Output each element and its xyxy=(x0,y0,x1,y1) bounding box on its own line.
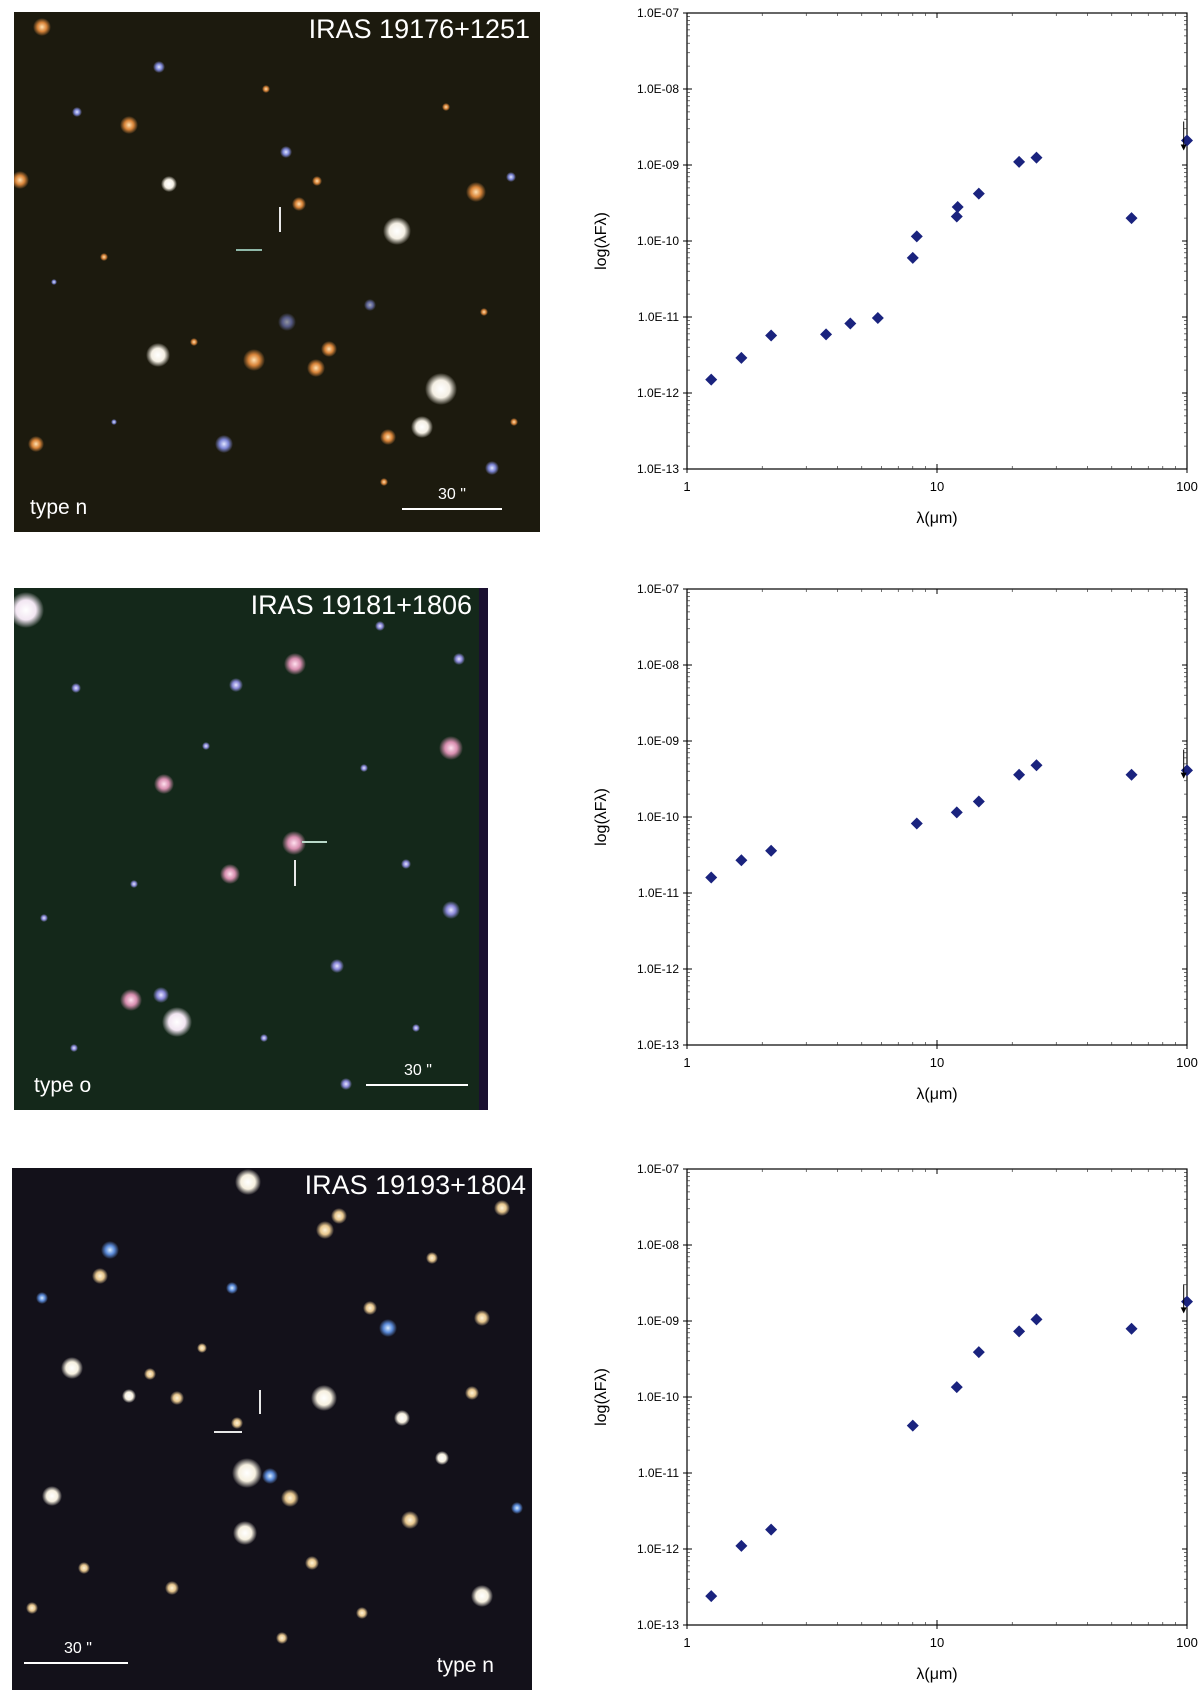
upper-limit-arrowhead xyxy=(1180,1307,1187,1314)
sed-panel-2: IRAS 19181+1806 type o 30 " 1.0E-13 1.0E-… xyxy=(0,576,1200,1116)
plot-frame xyxy=(686,1168,1188,1626)
x-tick-label: 100 xyxy=(1176,479,1198,494)
data-point xyxy=(972,1346,985,1359)
y-tick-label: 1.0E-08 xyxy=(637,1238,679,1252)
data-point xyxy=(1125,768,1138,781)
y-tick-label: 1.0E-13 xyxy=(637,1038,679,1052)
sky-image-2: IRAS 19181+1806 type o 30 " xyxy=(14,588,488,1110)
y-tick-label: 1.0E-13 xyxy=(637,462,679,476)
scale-bar-1: 30 " xyxy=(402,486,502,520)
data-point xyxy=(1013,768,1026,781)
image-type-label-3: type n xyxy=(436,1654,494,1677)
data-point xyxy=(705,1590,718,1603)
data-point xyxy=(1030,759,1043,772)
y-tick-label: 1.0E-07 xyxy=(637,1162,679,1176)
data-point xyxy=(820,328,833,341)
data-point xyxy=(1013,155,1026,168)
sed-chart-2: 1.0E-13 1.0E-12 1.0E-11 1.0E-10 1.0E-09 1.0E-… xyxy=(593,582,1198,1103)
sed-panel-3: IRAS 19193+1804 type n 30 " 1.0E-13 1.0E-… xyxy=(0,1156,1200,1696)
data-point xyxy=(705,373,718,386)
y-tick-label: 1.0E-11 xyxy=(638,886,679,900)
y-axis-label: log(λFλ) xyxy=(593,1368,610,1426)
sky-image-3: IRAS 19193+1804 type n 30 " xyxy=(12,1168,532,1690)
starfield-3 xyxy=(12,1168,532,1690)
data-point xyxy=(910,230,923,243)
x-tick-label: 10 xyxy=(930,1635,944,1650)
data-point xyxy=(765,844,778,857)
y-tick-label: 1.0E-12 xyxy=(637,386,679,400)
x-tick-label: 1 xyxy=(683,1635,690,1650)
plot-frame xyxy=(686,588,1188,1046)
y-tick-label: 1.0E-07 xyxy=(637,582,679,596)
data-point xyxy=(705,871,718,884)
y-tick-label: 1.0E-07 xyxy=(637,6,679,20)
image-type-label-1: type n xyxy=(30,496,88,519)
x-tick-label: 10 xyxy=(930,479,944,494)
y-tick-label: 1.0E-09 xyxy=(637,158,679,172)
data-point xyxy=(1181,1295,1193,1308)
y-tick-label: 1.0E-09 xyxy=(637,734,679,748)
scale-bar-2: 30 " xyxy=(366,1062,468,1096)
x-tick-label: 100 xyxy=(1176,1635,1198,1650)
data-point xyxy=(910,817,923,830)
data-point xyxy=(1125,1322,1138,1335)
x-tick-label: 10 xyxy=(930,1055,944,1070)
data-point xyxy=(735,1539,748,1552)
data-point xyxy=(1030,1313,1043,1326)
y-axis-label: log(λFλ) xyxy=(593,788,610,846)
data-point xyxy=(972,795,985,808)
data-point xyxy=(735,351,748,364)
sky-image-1: IRAS 19176+1251 type n 30 " xyxy=(14,12,540,532)
data-point xyxy=(765,329,778,342)
sed-chart-1: 1.0E-13 1.0E-12 1.0E-11 1.0E-10 1.0E-09 1.0E-… xyxy=(593,6,1198,527)
data-point xyxy=(950,806,963,819)
x-tick-label: 1 xyxy=(683,479,690,494)
starfield-2 xyxy=(14,588,488,1110)
y-tick-label: 1.0E-08 xyxy=(637,658,679,672)
y-tick-label: 1.0E-12 xyxy=(637,962,679,976)
data-point xyxy=(950,210,963,223)
data-point xyxy=(950,1381,963,1394)
scale-label-2: 30 " xyxy=(404,1062,432,1079)
y-tick-label: 1.0E-10 xyxy=(637,810,679,824)
scale-bar-3: 30 " xyxy=(24,1640,128,1674)
x-axis-label: λ(μm) xyxy=(916,1666,957,1683)
sed-panel-1: IRAS 19176+1251 type n 30 " 1.0E-13 1.0E-… xyxy=(0,0,1200,540)
plot-frame xyxy=(686,12,1188,470)
y-tick-label: 1.0E-11 xyxy=(638,1466,679,1480)
y-tick-label: 1.0E-10 xyxy=(637,1390,679,1404)
data-point xyxy=(1125,212,1138,225)
data-point xyxy=(765,1523,778,1536)
data-point xyxy=(951,201,964,214)
y-tick-label: 1.0E-09 xyxy=(637,1314,679,1328)
data-point xyxy=(906,251,919,264)
data-point xyxy=(972,187,985,200)
y-tick-label: 1.0E-10 xyxy=(637,234,679,248)
data-point xyxy=(871,312,884,325)
data-point xyxy=(1013,1325,1026,1338)
x-tick-label: 1 xyxy=(683,1055,690,1070)
y-tick-label: 1.0E-13 xyxy=(637,1618,679,1632)
starfield-1 xyxy=(14,12,540,532)
data-point xyxy=(1030,151,1043,164)
y-tick-label: 1.0E-12 xyxy=(637,1542,679,1556)
y-tick-label: 1.0E-08 xyxy=(637,82,679,96)
sed-chart-3: 1.0E-13 1.0E-12 1.0E-11 1.0E-10 1.0E-09 1.0E-… xyxy=(593,1162,1198,1683)
data-point xyxy=(735,854,748,867)
data-point xyxy=(844,317,857,330)
y-axis-label: log(λFλ) xyxy=(593,212,610,270)
object-label-3: IRAS 19193+1804 xyxy=(304,1170,526,1200)
x-axis-label: λ(μm) xyxy=(916,1086,957,1103)
data-point xyxy=(906,1419,919,1432)
upper-limit-arrowhead xyxy=(1180,772,1187,779)
scale-label-3: 30 " xyxy=(64,1640,92,1657)
x-tick-label: 100 xyxy=(1176,1055,1198,1070)
y-tick-label: 1.0E-11 xyxy=(638,310,679,324)
object-label-1: IRAS 19176+1251 xyxy=(308,14,530,44)
upper-limit-arrowhead xyxy=(1180,144,1187,151)
scale-label-1: 30 " xyxy=(438,486,466,503)
object-label-2: IRAS 19181+1806 xyxy=(250,590,472,620)
x-axis-label: λ(μm) xyxy=(916,510,957,527)
image-type-label-2: type o xyxy=(34,1074,92,1097)
